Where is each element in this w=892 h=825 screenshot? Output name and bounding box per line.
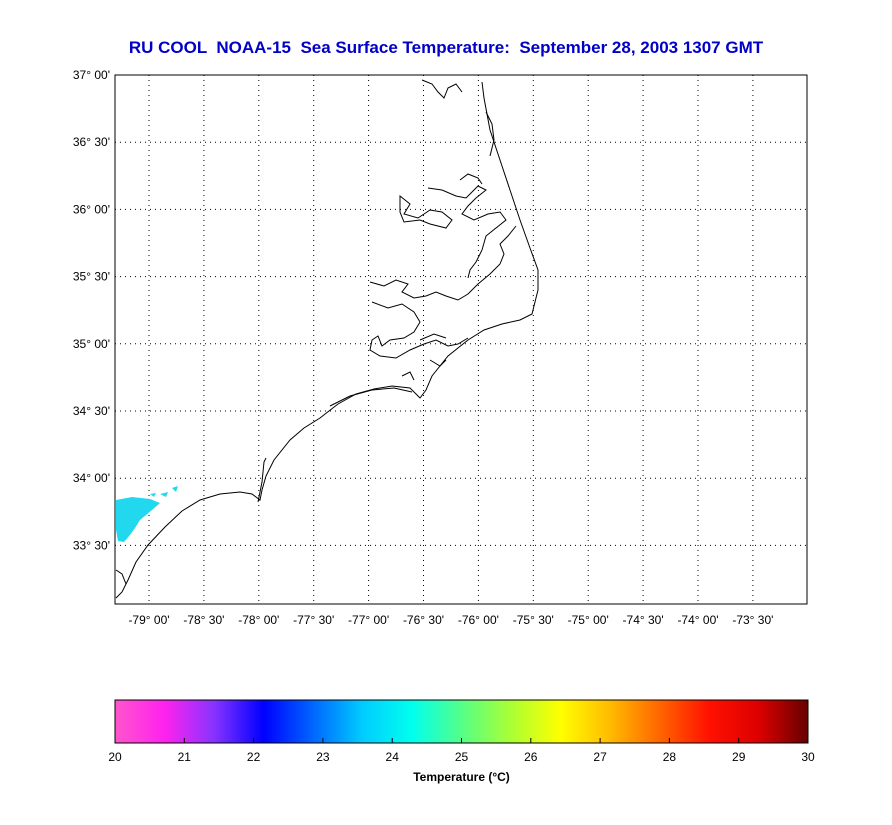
coastline [115,79,539,599]
lon-label: -74° 00' [677,613,718,627]
lon-label: -77° 30' [293,613,334,627]
colorbar-tick-label: 26 [524,750,538,764]
colorbar-tick-label: 28 [663,750,677,764]
colorbar-tick-label: 29 [732,750,746,764]
map-panel [114,74,808,605]
lon-label: -76° 30' [403,613,444,627]
chart-title: RU COOL NOAA-15 Sea Surface Temperature:… [128,38,764,57]
lon-label: -78° 00' [238,613,279,627]
lon-label: -76° 00' [458,613,499,627]
lat-label: 36° 30' [73,135,110,149]
lon-label: -75° 30' [513,613,554,627]
lat-label: 34° 30' [73,404,110,418]
lon-label: -74° 30' [623,613,664,627]
colorbar-tick-label: 25 [455,750,469,764]
colorbar-label: Temperature (°C) [413,770,510,784]
colorbar-tick-label: 21 [178,750,192,764]
colorbar-tick-label: 20 [108,750,122,764]
lat-label: 35° 00' [73,337,110,351]
colorbar-ticks: 20 21 22 23 24 25 26 27 28 29 30 [108,738,815,764]
latitude-labels: 37° 00' 36° 30' 36° 00' 35° 30' 35° 00' 34° 3… [73,68,110,552]
lon-label: -73° 30' [732,613,773,627]
colorbar-tick-label: 30 [801,750,815,764]
lon-label: -75° 00' [568,613,609,627]
longitude-labels: -79° 00' -78° 30' -78° 00' -77° 30' -77° 00'… [128,613,773,627]
lat-label: 34° 00' [73,471,110,485]
lat-label: 35° 30' [73,270,110,284]
lat-label: 33° 30' [73,538,110,552]
colorbar [114,699,809,744]
lat-label: 37° 00' [73,68,110,82]
map-grid [115,75,807,604]
lon-label: -77° 00' [348,613,389,627]
lon-label: -78° 30' [183,613,224,627]
colorbar-tick-label: 27 [593,750,607,764]
sst-data-patch [116,486,178,542]
colorbar-tick-label: 23 [316,750,330,764]
lon-label: -79° 00' [128,613,169,627]
colorbar-tick-label: 24 [386,750,400,764]
lat-label: 36° 00' [73,202,110,216]
colorbar-tick-label: 22 [247,750,261,764]
